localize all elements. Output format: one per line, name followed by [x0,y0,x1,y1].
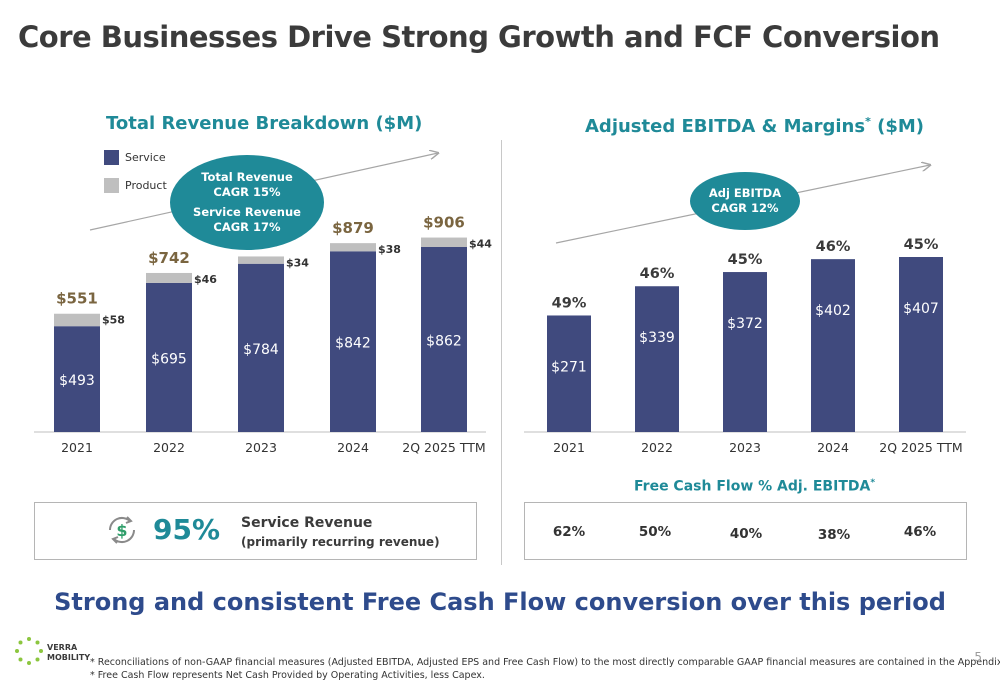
ebitda-value-label: $372 [727,316,763,332]
fcf-value-2024: 38% [817,527,851,543]
revenue-service-label: $493 [59,373,95,389]
legend-service-label: Service [125,151,166,164]
ebitda-x-tick-label: 2021 [553,440,585,455]
ebitda-margin-label: 46% [816,239,851,255]
service-revenue-subtitle: (primarily recurring revenue) [241,535,440,549]
page-number: 5 [974,650,982,664]
revenue-x-tick-label: 2022 [153,440,185,455]
verra-mobility-logo-text: VERRA MOBILITY [47,643,90,663]
revenue-product-bar [421,237,467,247]
ebitda-bar [899,257,943,432]
ebitda-value-label: $271 [551,359,587,375]
revenue-chart-title: Total Revenue Breakdown ($M) [106,113,423,134]
ebitda-chart-title-unit: ($M) [877,116,925,137]
revenue-cagr-line1: Total Revenue [201,170,293,184]
fcf-box [524,502,967,560]
revenue-product-bar [54,313,100,327]
revenue-service-label: $842 [335,336,371,352]
fcf-value-2022: 50% [638,524,672,540]
ebitda-bar [723,272,767,432]
fcf-value-2023: 40% [729,526,763,542]
ebitda-cagr-line2: CAGR 12% [711,201,779,215]
ebitda-title-footnote-mark: * [865,115,871,128]
ebitda-bar [547,315,591,432]
ebitda-x-tick-label: 2024 [817,440,849,455]
ebitda-bar [635,286,679,432]
fcf-title: Free Cash Flow % Adj. EBITDA* [634,478,875,495]
revenue-cagr-line2: CAGR 15% [213,185,281,199]
revenue-service-bar [146,282,192,432]
ebitda-x-tick-label: 2023 [729,440,761,455]
revenue-product-label: $58 [102,314,125,327]
service-revenue-percent: 95% [153,513,221,546]
svg-text:$: $ [116,521,127,540]
revenue-service-bar [238,263,284,432]
legend-product-label: Product [125,179,167,192]
ebitda-cagr-line1: Adj EBITDA [708,186,782,200]
revenue-service-label: $784 [243,342,279,358]
ebitda-margin-label: 49% [552,295,587,311]
revenue-service-label: $695 [151,351,187,367]
ebitda-bar [811,259,855,432]
revenue-service-bar [54,326,100,432]
ebitda-value-label: $407 [903,301,939,317]
verra-mobility-logo-icon [15,637,43,665]
revenue-total-label: $906 [423,214,465,232]
revenue-product-label: $46 [194,273,217,286]
service-revenue-title: Service Revenue [241,515,373,531]
revenue-x-tick-label: 2023 [245,440,277,455]
revenue-product-label: $44 [469,238,492,251]
revenue-total-label: $551 [56,290,98,308]
footnote-gaap: * Reconciliations of non-GAAP financial … [90,657,1000,668]
ebitda-value-label: $402 [815,303,851,319]
service-revenue-box: $ 95% Service Revenue (primarily recurri… [34,502,477,560]
fcf-title-footnote-mark: * [870,478,876,488]
service-cagr-line1: Service Revenue [193,205,301,219]
fcf-value-ttm: 46% [903,524,937,540]
page-title: Core Businesses Drive Strong Growth and … [18,20,940,54]
footnote-fcf: * Free Cash Flow represents Net Cash Pro… [90,670,485,681]
revenue-total-label: $742 [148,249,190,267]
revenue-product-bar [330,243,376,252]
fcf-title-text: Free Cash Flow % Adj. EBITDA [634,478,871,495]
revenue-x-tick-label: 2Q 2025 TTM [402,440,485,455]
panel-divider [501,140,502,565]
revenue-product-bar [238,256,284,264]
revenue-service-label: $862 [426,334,462,350]
logo-line1: VERRA [47,643,78,652]
ebitda-chart-title-text: Adjusted EBITDA & Margins [585,116,866,137]
revenue-service-bar [421,247,467,432]
legend-service-swatch [104,150,119,165]
ebitda-x-tick-label: 2Q 2025 TTM [879,440,962,455]
revenue-product-bar [146,272,192,283]
ebitda-cagr-bubble: Adj EBITDA CAGR 12% [690,172,800,230]
tagline: Strong and consistent Free Cash Flow con… [54,588,946,616]
legend-product-swatch [104,178,119,193]
ebitda-margin-label: 46% [640,266,675,282]
ebitda-value-label: $339 [639,330,675,346]
revenue-total-label: $879 [332,219,374,237]
ebitda-chart-title: Adjusted EBITDA & Margins* ($M) [585,115,924,137]
revenue-x-tick-label: 2021 [61,440,93,455]
revenue-cagr-bubble: Total Revenue CAGR 15% Service Revenue C… [170,155,324,250]
dollar-cycle-icon: $ [108,516,136,544]
revenue-product-label: $34 [286,256,309,269]
revenue-service-bar [330,251,376,432]
logo-line2: MOBILITY [47,653,91,662]
revenue-product-label: $38 [378,243,401,256]
fcf-value-2021: 62% [552,524,586,540]
revenue-x-tick-label: 2024 [337,440,369,455]
ebitda-margin-label: 45% [904,237,939,253]
ebitda-x-tick-label: 2022 [641,440,673,455]
service-cagr-line2: CAGR 17% [213,220,281,234]
ebitda-margin-label: 45% [728,252,763,268]
